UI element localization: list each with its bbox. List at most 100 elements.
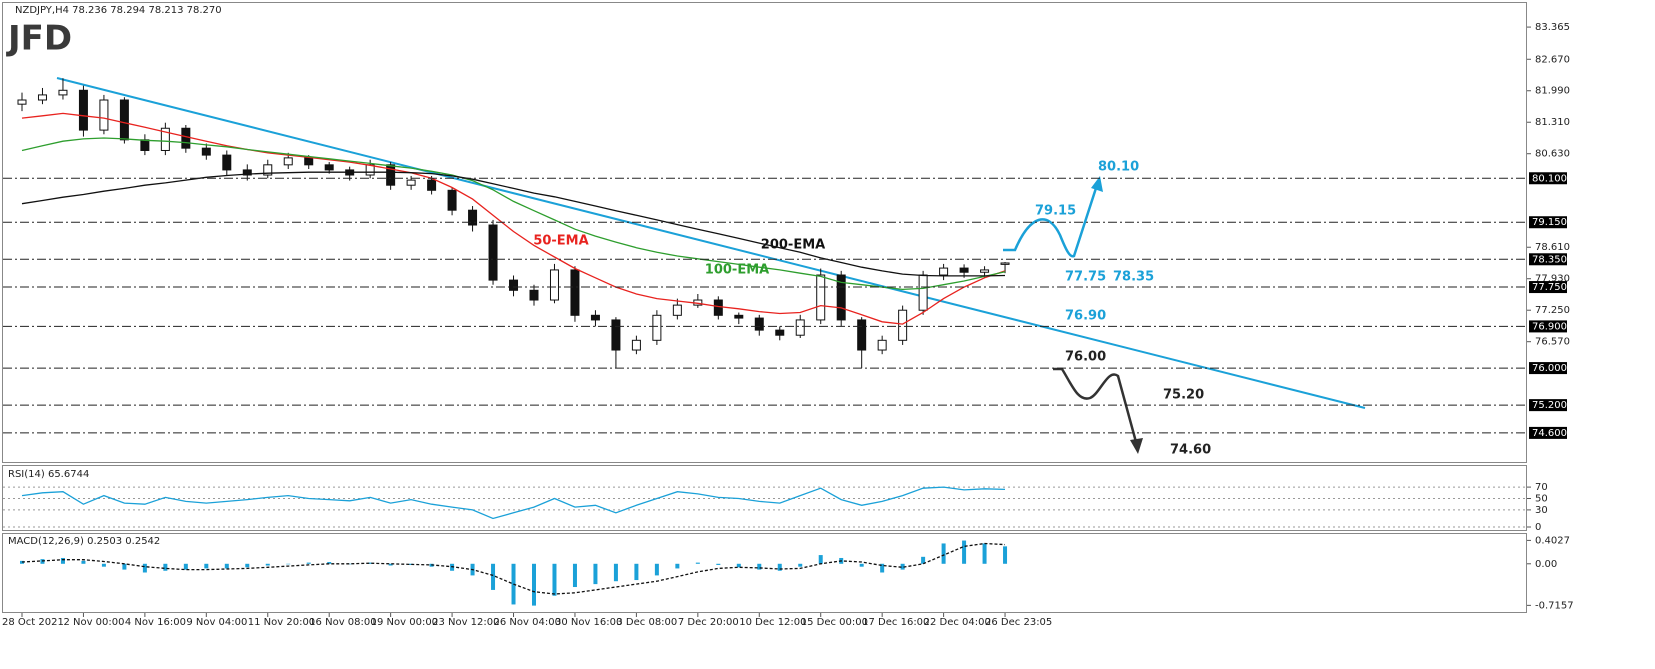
ema-line xyxy=(21,137,1006,291)
x-tick-label: 9 Nov 04:00 xyxy=(186,617,247,628)
level-annotation: 75.20 xyxy=(1163,388,1204,403)
macd-bar xyxy=(20,560,24,564)
level-axis-label: 79.150 xyxy=(1532,217,1567,228)
level-box xyxy=(1529,172,1567,185)
candle-body xyxy=(37,94,47,101)
candle-body xyxy=(181,127,191,149)
candle-body xyxy=(468,209,478,226)
level-annotation: 77.75 xyxy=(1065,270,1106,285)
y-tick-label: 0.4027 xyxy=(1535,535,1570,546)
macd-bar xyxy=(491,563,496,590)
candle-body xyxy=(836,274,846,321)
y-tick-label: 78.610 xyxy=(1535,242,1570,253)
y-tick-label: 76.570 xyxy=(1535,337,1570,348)
macd-bar xyxy=(962,540,967,564)
rsi-line xyxy=(21,486,1006,520)
y-tick-label: 0 xyxy=(1535,522,1541,533)
macd-bar xyxy=(532,563,536,606)
candle-body xyxy=(222,154,232,171)
macd-bar xyxy=(736,563,741,568)
macd-bar xyxy=(142,563,147,573)
macd-bar xyxy=(327,562,332,564)
trendline xyxy=(56,77,1366,409)
level-axis-label: 75.200 xyxy=(1532,400,1567,411)
candle-body xyxy=(980,269,990,273)
macd-bar xyxy=(941,543,946,564)
level-annotation: 78.35 xyxy=(1113,270,1154,285)
candle-body xyxy=(631,339,641,351)
macd-bar xyxy=(163,563,168,571)
bearish-scenario xyxy=(1053,367,1138,443)
macd-bar xyxy=(654,563,659,576)
level-box xyxy=(1529,253,1567,266)
ema-line xyxy=(21,171,1006,277)
x-tick-label: 2 Nov 00:00 xyxy=(63,617,124,628)
candle-body xyxy=(58,89,68,96)
macd-bar xyxy=(81,560,86,564)
y-tick-label: 81.310 xyxy=(1535,117,1570,128)
candle-body xyxy=(775,329,785,336)
y-tick-label: 0.00 xyxy=(1535,559,1557,570)
level-box xyxy=(1529,399,1567,412)
y-tick-label: 30 xyxy=(1535,505,1548,516)
macd-bar xyxy=(921,556,926,564)
level-axis-label: 77.750 xyxy=(1532,282,1567,293)
level-annotation: 76.00 xyxy=(1065,350,1106,365)
rsi-panel xyxy=(2,465,1527,531)
candle-body xyxy=(570,269,580,316)
candle-body xyxy=(939,267,949,276)
candle-body xyxy=(488,224,498,281)
candle-body xyxy=(17,99,27,105)
y-tick-label: 77.250 xyxy=(1535,305,1570,316)
macd-bar xyxy=(572,563,577,588)
candle-body xyxy=(816,274,826,321)
macd-bar xyxy=(798,563,803,567)
candle-body xyxy=(672,304,682,316)
candle-body xyxy=(263,164,273,176)
x-tick-label: 28 Oct 2021 xyxy=(2,617,64,628)
x-tick-label: 11 Nov 20:00 xyxy=(248,617,315,628)
level-axis-label: 76.000 xyxy=(1532,363,1567,374)
y-tick-label: 70 xyxy=(1535,482,1548,493)
macd-bar xyxy=(409,563,414,565)
macd-bar xyxy=(982,543,987,564)
x-tick-label: 10 Dec 12:00 xyxy=(739,617,806,628)
candle-body xyxy=(447,189,457,211)
macd-bar xyxy=(245,563,250,568)
candle-body xyxy=(201,147,211,156)
macd-bar xyxy=(101,563,106,567)
candle-body xyxy=(713,299,723,316)
candle-body xyxy=(119,99,129,141)
y-tick-label: 81.990 xyxy=(1535,86,1570,97)
x-tick-label: 4 Nov 16:00 xyxy=(125,617,186,628)
x-tick-label: 17 Dec 16:00 xyxy=(862,617,929,628)
macd-signal xyxy=(21,542,1006,595)
macd-bar xyxy=(388,563,393,566)
macd-bar xyxy=(204,563,209,569)
macd-bar xyxy=(593,563,598,585)
level-axis-label: 76.900 xyxy=(1532,321,1567,332)
x-tick-label: 23 Nov 12:00 xyxy=(432,617,499,628)
candle-body xyxy=(898,309,908,341)
x-tick-label: 3 Dec 08:00 xyxy=(616,617,677,628)
macd-panel xyxy=(2,533,1527,613)
x-tick-label: 26 Nov 04:00 xyxy=(494,617,561,628)
bullish-scenario xyxy=(1003,184,1099,258)
x-tick-label: 15 Dec 00:00 xyxy=(801,617,868,628)
macd-bar xyxy=(224,563,229,569)
candle-body xyxy=(304,157,314,166)
candle-body xyxy=(918,274,928,311)
candle-body xyxy=(509,279,519,291)
y-tick-label: 82.670 xyxy=(1535,54,1570,65)
candle-body xyxy=(242,169,252,176)
candle-body xyxy=(734,314,744,319)
level-box xyxy=(1529,362,1567,375)
macd-bar xyxy=(122,563,127,570)
macd-bar xyxy=(777,563,782,571)
candle-body xyxy=(857,319,867,351)
macd-bar xyxy=(859,563,864,567)
y-tick-label: 77.930 xyxy=(1535,274,1570,285)
x-tick-label: 26 Dec 23:05 xyxy=(985,617,1052,628)
